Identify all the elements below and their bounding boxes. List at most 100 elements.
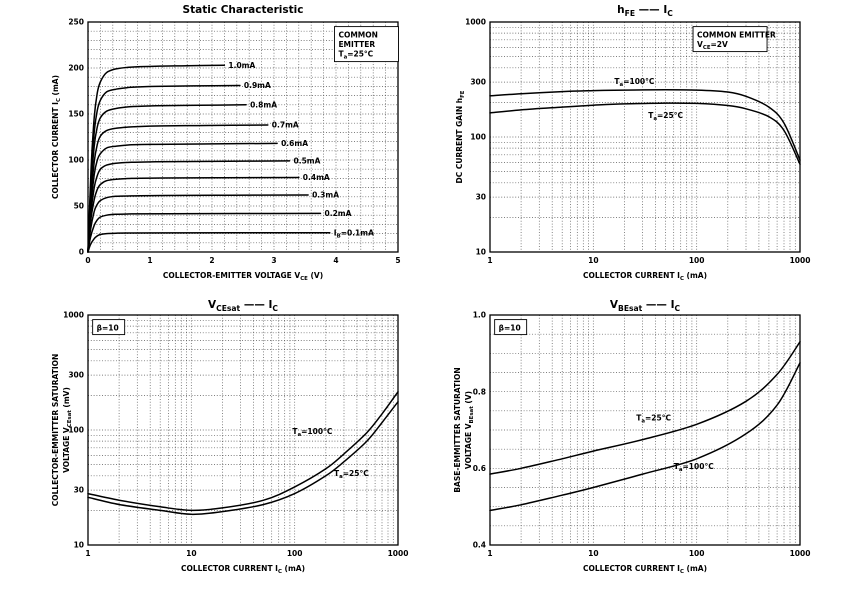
series-label: 1.0mA: [228, 61, 255, 70]
y-tick-label: 1000: [465, 18, 486, 27]
series-label: IB=0.1mA: [334, 228, 374, 239]
annotation-line: COMMON EMITTER: [697, 31, 776, 40]
series-curve: [489, 341, 801, 475]
series-curve: [87, 84, 241, 253]
y-tick-label: 200: [68, 64, 84, 73]
y-tick-label: 10: [74, 541, 84, 550]
y-axis-title: BASE-EMMITTER SATURATION: [453, 367, 462, 492]
series-curve: [87, 212, 322, 253]
series-curve: [87, 401, 399, 516]
y-tick-label: 0: [79, 248, 84, 257]
x-tick-label: 1: [85, 549, 90, 558]
series-curve: [87, 231, 331, 253]
x-tick-label: 100: [287, 549, 303, 558]
y-tick-label: 300: [68, 371, 84, 380]
x-axis-title: COLLECTOR CURRENT IC (mA): [583, 271, 707, 282]
series-curve: [489, 362, 801, 512]
y-axis-title: VOLTAGE VCEsat (mV): [62, 387, 73, 473]
chart-title: VCEsat —— IC: [208, 299, 278, 313]
series-curve: [87, 160, 291, 253]
x-tick-label: 10: [588, 256, 598, 265]
y-axis-title: VOLTAGE VBEsat (V): [464, 391, 475, 469]
series-label: 0.9mA: [244, 81, 271, 90]
annotation-line: β=10: [97, 324, 119, 333]
y-tick-label: 0.6: [473, 464, 486, 473]
series-curve: [87, 142, 278, 253]
y-tick-label: 10: [476, 248, 486, 257]
y-tick-label: 30: [476, 193, 486, 202]
x-tick-label: 100: [689, 256, 705, 265]
annotation-box: [334, 26, 399, 63]
chart-static-characteristic: 0 1 2 3 4 5 0 50 100 150 200 250 Static Characterist…: [0, 0, 422, 295]
series-label: Ta=100°C: [292, 427, 332, 438]
series-curve: [87, 104, 247, 253]
series-label: 0.8mA: [250, 100, 277, 109]
series-curve: [87, 64, 226, 253]
series-curve: [87, 124, 269, 253]
y-axis-title: DC CURRENT GAIN hFE: [455, 90, 466, 183]
x-tick-label: 100: [689, 549, 705, 558]
y-tick-label: 0.8: [473, 387, 486, 396]
plot-frame: [489, 314, 801, 546]
x-tick-label: 1000: [388, 549, 409, 558]
chart-title: VBEsat —— IC: [610, 299, 681, 313]
y-tick-label: 50: [74, 202, 84, 211]
x-tick-label: 2: [209, 256, 214, 265]
annotation-box: [494, 319, 528, 336]
y-tick-label: 1.0: [473, 311, 486, 320]
y-tick-label: 30: [74, 486, 84, 495]
x-tick-label: 1: [147, 256, 152, 265]
annotation-line: COMMON: [338, 31, 377, 40]
x-tick-label: 5: [395, 256, 400, 265]
x-tick-label: 0: [85, 256, 90, 265]
grid: [490, 22, 800, 252]
annotation-box: [692, 26, 768, 53]
x-tick-label: 10: [588, 549, 598, 558]
y-axis-title: COLLECTOR-EMMITTER SATURATION: [51, 354, 60, 507]
annotation-line: EMITTER: [338, 40, 375, 49]
y-axis-title: COLLECTOR CURRENT IC (mA): [51, 75, 62, 199]
series-label: 0.2mA: [325, 209, 352, 218]
y-tick-label: 100: [68, 156, 84, 165]
y-tick-label: 100: [470, 133, 486, 142]
plot-frame: [489, 21, 801, 253]
series-curve: [87, 176, 300, 253]
annotation-line: VCE=2V: [697, 40, 728, 51]
y-tick-label: 150: [68, 110, 84, 119]
annotation-box: [92, 319, 126, 336]
annotation-line: Ta=25°C: [338, 50, 373, 61]
x-tick-label: 1: [487, 549, 492, 558]
chart-title: hFE —— IC: [617, 4, 673, 18]
x-axis-title: COLLECTOR CURRENT IC (mA): [181, 564, 305, 575]
series-curve: [489, 88, 801, 161]
grid: [490, 315, 800, 545]
x-tick-label: 1000: [790, 549, 811, 558]
grid: [88, 315, 398, 545]
series-label: 0.4mA: [303, 173, 330, 182]
y-tick-label: 250: [68, 18, 84, 27]
annotation-line: β=10: [499, 324, 521, 333]
y-tick-label: 100: [68, 426, 84, 435]
series-label: Ta=25°C: [648, 111, 683, 122]
y-tick-label: 1000: [63, 311, 84, 320]
series-curve: [87, 194, 309, 253]
chart-title: Static Characteristic: [183, 4, 304, 16]
vbesat-vs-ic-plot: 1 10 100 1000 0.4 0.6 0.8 1.0 VBEsat —— IC COLLEC…: [453, 299, 811, 575]
plot-frame: [87, 314, 399, 546]
series-label: 0.6mA: [281, 139, 308, 148]
y-tick-label: 300: [470, 78, 486, 87]
series-label: 0.5mA: [294, 157, 321, 166]
series-label: 0.7mA: [272, 121, 299, 130]
x-tick-label: 3: [271, 256, 276, 265]
x-tick-label: 1000: [790, 256, 811, 265]
series-label: Ta=25°C: [334, 469, 369, 480]
x-axis-title: COLLECTOR CURRENT IC (mA): [583, 564, 707, 575]
x-tick-label: 4: [333, 256, 338, 265]
chart-vbesat-vs-ic: 1 10 100 1000 0.4 0.6 0.8 1.0 VBEsat —— IC COLLEC…: [423, 295, 845, 589]
x-axis-title: COLLECTOR-EMITTER VOLTAGE VCE (V): [163, 271, 323, 282]
series-label: Ta=25°C: [636, 413, 671, 424]
series-curve: [489, 102, 801, 165]
